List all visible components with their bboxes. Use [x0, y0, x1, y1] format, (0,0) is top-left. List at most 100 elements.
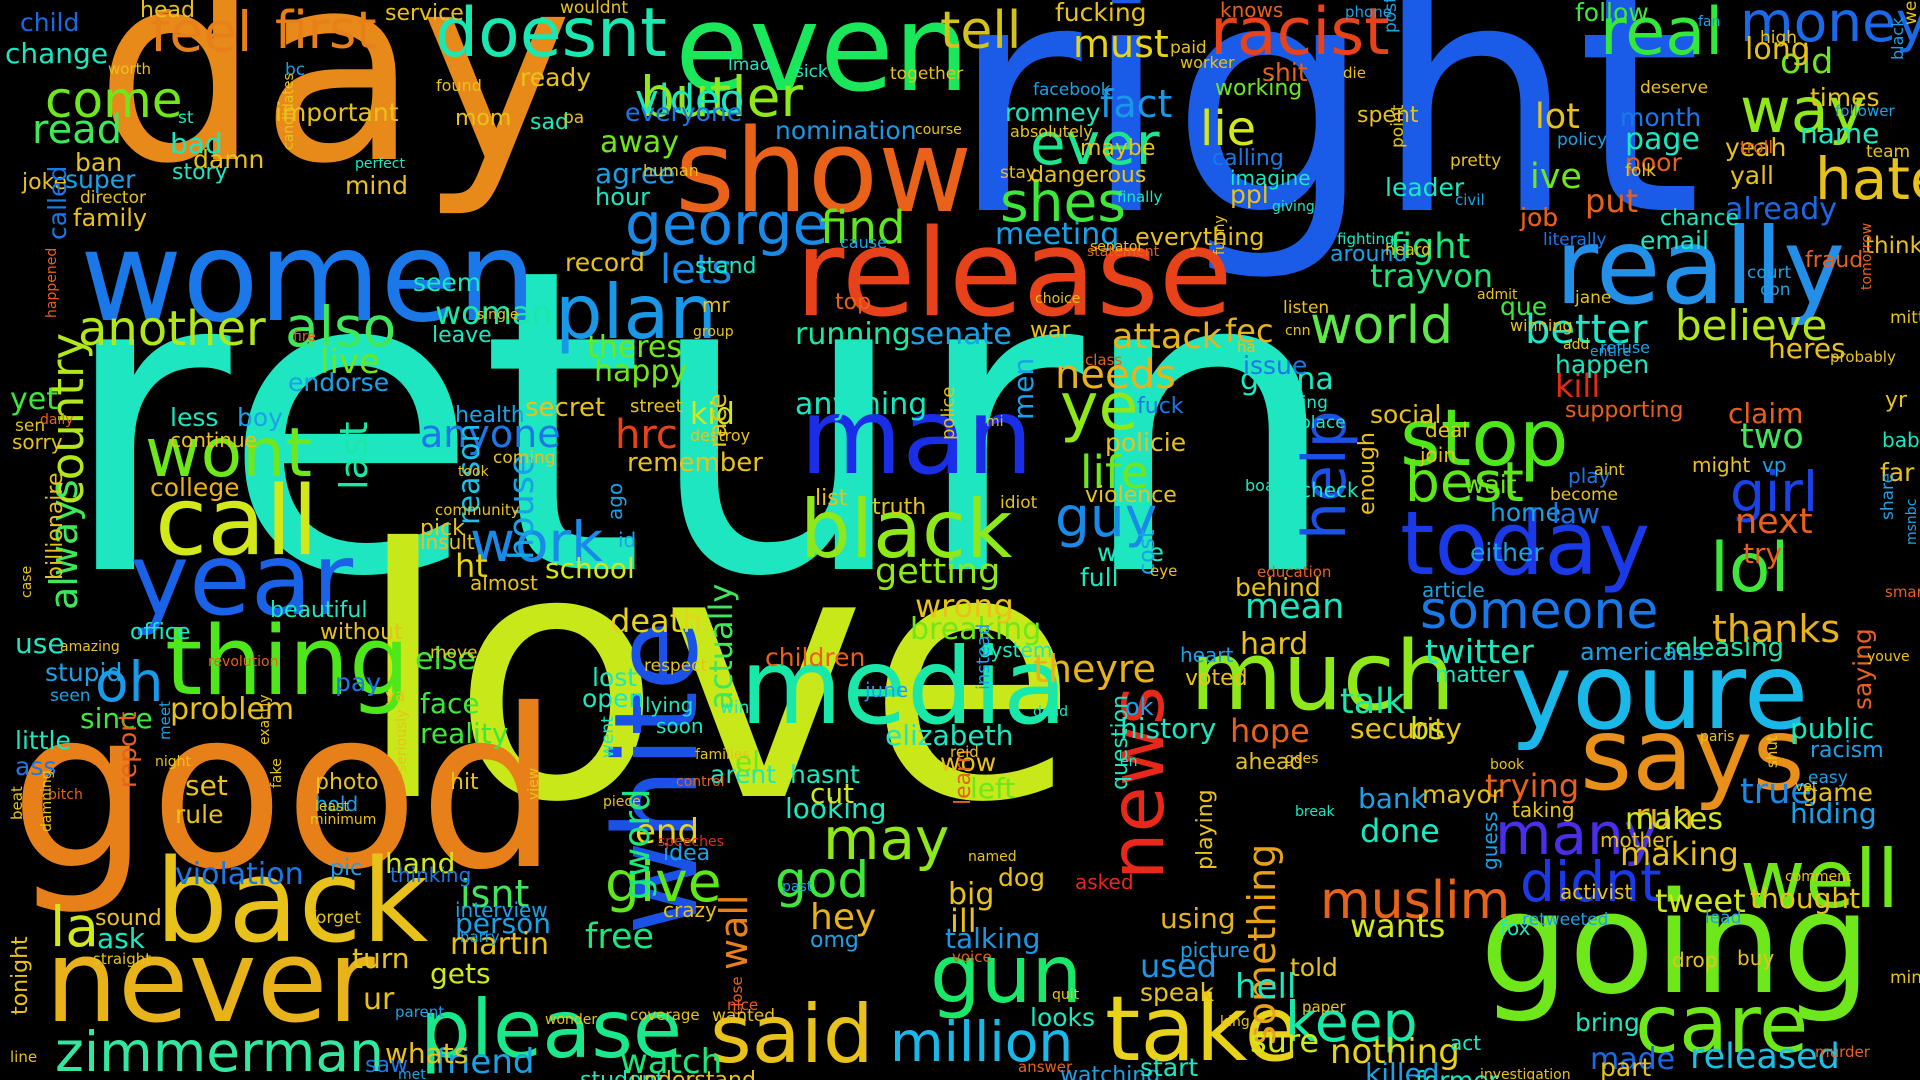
cloud-word: saw: [365, 1053, 408, 1078]
cloud-word: seem: [413, 268, 482, 297]
cloud-word: endorse: [288, 368, 390, 397]
cloud-word: thing: [165, 607, 410, 717]
cloud-word: first: [275, 1, 377, 61]
cloud-word: add: [1563, 337, 1590, 353]
cloud-word: follow: [1575, 0, 1649, 27]
cloud-word: seen: [50, 686, 91, 706]
cloud-word: el: [735, 745, 761, 778]
cloud-word: instead: [973, 623, 994, 690]
cloud-word: else: [415, 642, 476, 677]
cloud-word: show: [675, 105, 973, 239]
cloud-word: join: [1420, 443, 1457, 467]
cloud-word: already: [1725, 192, 1838, 227]
cloud-word: return: [58, 180, 1343, 669]
cloud-word: nomination: [775, 116, 917, 145]
cloud-word: yr: [1885, 388, 1908, 413]
cloud-word: hrc: [615, 412, 678, 458]
cloud-word: fox: [1500, 916, 1531, 940]
cloud-word: lets: [660, 247, 733, 293]
cloud-word: paper: [1302, 998, 1346, 1016]
cloud-word: bank: [1358, 782, 1427, 815]
cloud-word: fire: [293, 329, 316, 345]
cloud-word: office: [130, 620, 191, 645]
cloud-word: black: [1888, 17, 1907, 60]
cloud-word: winning: [1510, 316, 1573, 335]
cloud-word: activist: [1560, 880, 1633, 904]
cloud-word: deserve: [1640, 78, 1709, 98]
cloud-word: violation: [175, 857, 304, 892]
cloud-word: troll: [1740, 138, 1774, 158]
cloud-word: college: [150, 473, 240, 502]
cloud-word: true: [1740, 772, 1812, 812]
cloud-word: getting: [875, 552, 1001, 592]
cloud-word: bitch: [48, 787, 83, 803]
cloud-word: name: [1800, 117, 1880, 150]
cloud-word: sorry: [12, 430, 63, 454]
cloud-word: named: [968, 849, 1017, 865]
cloud-word: policy: [1557, 130, 1608, 150]
cloud-word: secret: [525, 393, 606, 423]
cloud-word: high: [1760, 28, 1798, 48]
cloud-word: fucking: [1055, 0, 1147, 27]
cloud-word: black: [800, 483, 1013, 576]
cloud-word: nothing: [1330, 1032, 1460, 1072]
cloud-word: vp: [1762, 453, 1787, 477]
cloud-word: taking: [1512, 798, 1575, 822]
cloud-word: makes: [1625, 802, 1723, 837]
cloud-word: murder: [1815, 1043, 1870, 1061]
cloud-word: released: [1690, 1037, 1840, 1077]
cloud-word: families: [695, 747, 750, 763]
cloud-word: crazy: [663, 898, 717, 922]
cloud-word: change: [5, 37, 109, 70]
cloud-word: pic: [330, 856, 363, 881]
cloud-word: made: [1590, 1042, 1676, 1077]
cloud-word: photo: [315, 770, 379, 795]
cloud-word: put: [1585, 182, 1639, 220]
cloud-word: done: [1360, 812, 1440, 850]
cloud-word: world: [1310, 296, 1454, 356]
cloud-word: ban: [75, 148, 123, 177]
cloud-word: damning: [39, 770, 55, 832]
cloud-word: problem: [170, 692, 295, 727]
cloud-word: mother: [1600, 828, 1673, 852]
cloud-word: happen: [1555, 350, 1650, 379]
cloud-word: bc: [285, 60, 306, 80]
cloud-word: truth: [872, 495, 927, 520]
cloud-word: mom: [455, 106, 512, 131]
cloud-word: pretty: [1450, 151, 1502, 171]
cloud-word: wants: [1350, 907, 1446, 945]
cloud-word: everything: [1135, 223, 1265, 251]
cloud-word: talking: [945, 922, 1041, 955]
cloud-word: calling: [1212, 146, 1284, 171]
cloud-word: ago: [603, 482, 627, 520]
cloud-word: million: [890, 1010, 1074, 1074]
cloud-word: phone: [1345, 3, 1392, 21]
cloud-word: school: [545, 552, 635, 585]
cloud-word: piece: [603, 794, 641, 810]
cloud-word: game: [1802, 778, 1873, 807]
cloud-word: leave: [432, 323, 492, 348]
cloud-word: hell: [1235, 967, 1297, 1007]
cloud-word: eye: [1150, 562, 1178, 580]
cloud-word: yet: [10, 382, 58, 417]
cloud-word: gun: [930, 928, 1083, 1021]
cloud-word: much: [1190, 622, 1456, 732]
cloud-word: minimum: [310, 812, 377, 828]
cloud-word: break: [1295, 804, 1335, 820]
cloud-word: women: [80, 205, 537, 350]
cloud-word: racism: [1810, 738, 1884, 763]
cloud-word: id: [618, 528, 637, 552]
cloud-word: open: [582, 684, 645, 713]
cloud-word: baby: [1882, 428, 1920, 452]
cloud-word: anyone: [420, 412, 561, 456]
cloud-word: kid: [690, 397, 735, 432]
cloud-word: isnt: [460, 872, 530, 916]
cloud-word: senate: [910, 317, 1012, 352]
cloud-word: working: [1215, 76, 1303, 101]
cloud-word: person: [455, 907, 551, 940]
cloud-word: might: [1692, 453, 1751, 477]
cloud-word: reality: [420, 717, 509, 750]
cloud-word: ye: [1060, 370, 1139, 445]
cloud-word: actually: [702, 583, 740, 710]
